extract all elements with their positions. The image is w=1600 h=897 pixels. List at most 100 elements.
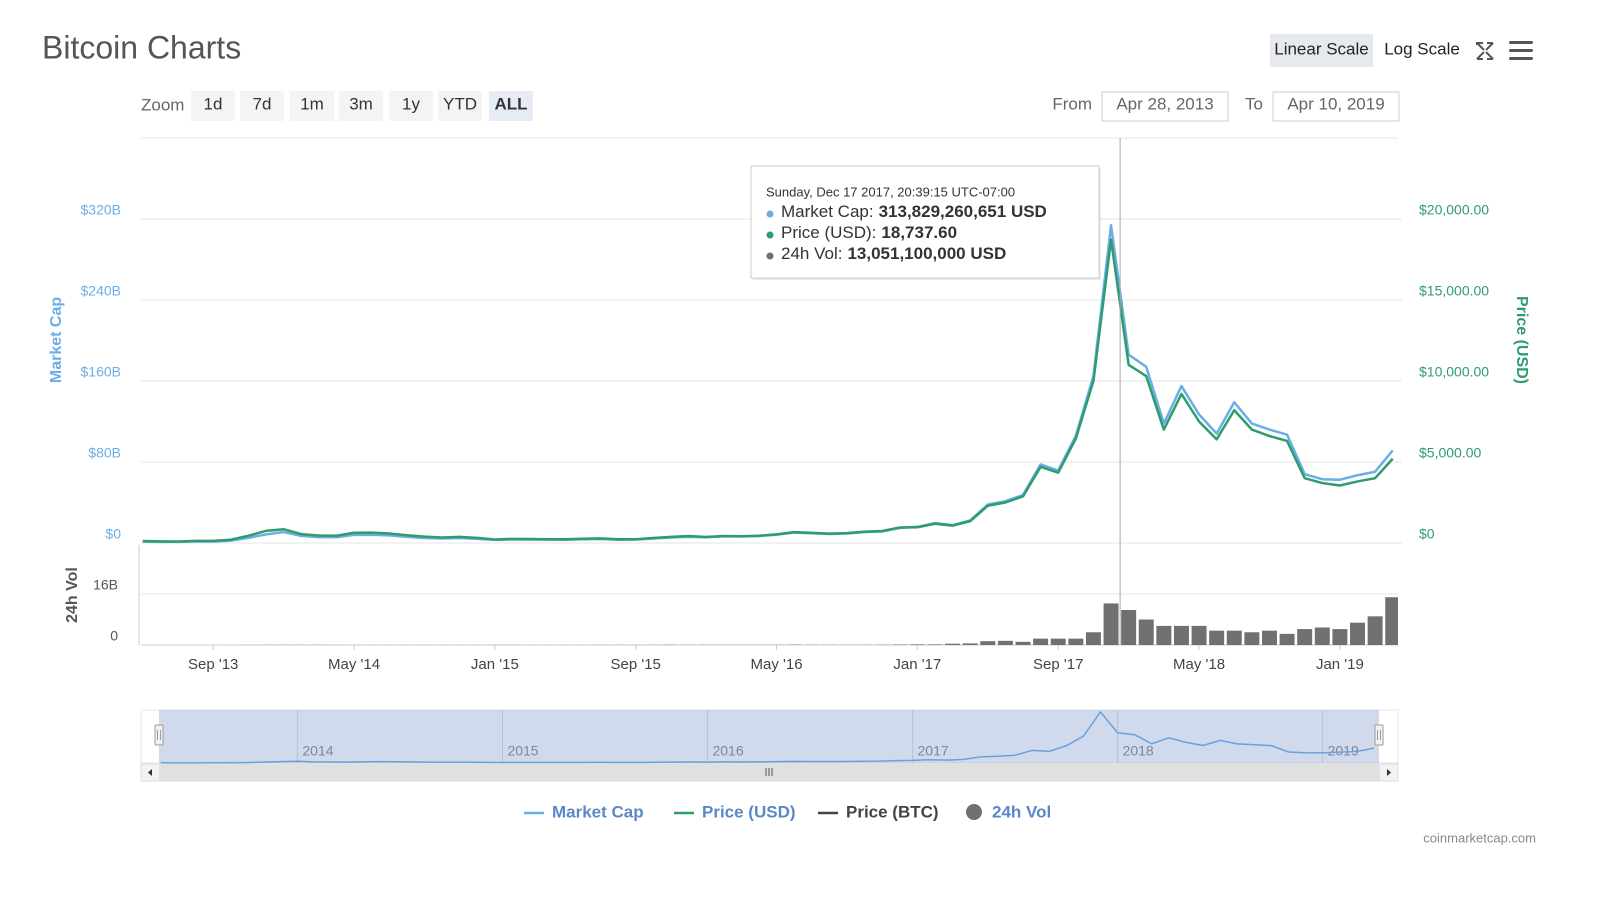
volume-bar xyxy=(1050,638,1066,645)
zoom-button-label: YTD xyxy=(443,94,477,113)
scale-button[interactable]: Linear Scale xyxy=(1274,39,1369,58)
volume-bar xyxy=(945,643,961,645)
tooltip-value: 18,737.60 xyxy=(881,223,957,242)
volume-bar xyxy=(1367,616,1383,645)
volume-bar xyxy=(1103,603,1119,645)
tooltip-bullet xyxy=(766,210,774,218)
navigator-line xyxy=(160,710,1375,764)
volume-bar xyxy=(1191,625,1207,645)
x-tick-label: May '14 xyxy=(328,656,380,673)
navigator-tick-label: 2018 xyxy=(1123,743,1154,759)
volume-bar xyxy=(1385,597,1398,645)
tooltip-label: Market Cap: xyxy=(781,202,874,221)
zoom-button[interactable] xyxy=(191,91,235,121)
to-value: Apr 10, 2019 xyxy=(1287,94,1384,113)
volume-bar xyxy=(927,644,943,645)
volume-bar xyxy=(1085,632,1101,645)
navigator-mask xyxy=(159,710,1379,763)
legend-label[interactable]: Price (USD) xyxy=(702,802,796,821)
navigator-handle[interactable] xyxy=(154,724,164,746)
volume-bar xyxy=(1297,629,1313,645)
scale-button[interactable]: Log Scale xyxy=(1384,39,1460,58)
volume-bar xyxy=(1173,625,1189,645)
y3-tick-label: 16B xyxy=(93,577,118,593)
volume-bar xyxy=(962,643,978,645)
volume-bar xyxy=(1279,633,1295,645)
navigator-tick-label: 2015 xyxy=(507,743,538,759)
x-tick-label: Sep '13 xyxy=(188,656,238,673)
zoom-button-label: 1y xyxy=(402,94,420,113)
navigator-tick-label: 2017 xyxy=(918,743,949,759)
zoom-button[interactable] xyxy=(339,91,383,121)
y-axis-title: Market Cap xyxy=(48,297,65,383)
scrollbar-grip xyxy=(765,768,773,776)
tooltip-bullet xyxy=(766,231,774,239)
tooltip-label: Price (USD): xyxy=(781,223,876,242)
navigator-handle-grip xyxy=(157,730,161,740)
to-input[interactable] xyxy=(1272,91,1400,122)
menu-icon[interactable] xyxy=(1509,41,1533,60)
legend-label[interactable]: Price (BTC) xyxy=(846,802,939,821)
volume-bar xyxy=(997,640,1013,645)
y3-tick-label: 0 xyxy=(110,628,118,644)
tooltip-date: Sunday, Dec 17 2017, 20:39:15 UTC-07:00 xyxy=(766,184,1015,199)
from-input[interactable] xyxy=(1101,91,1229,122)
scroll-left-arrow[interactable] xyxy=(148,769,152,776)
volume-bar xyxy=(1226,630,1242,645)
volume-bar xyxy=(1332,629,1348,645)
legend-label[interactable]: Market Cap xyxy=(552,802,644,821)
zoom-button-label: 3m xyxy=(349,94,373,113)
plot-area xyxy=(141,224,1398,645)
volume-bar xyxy=(1244,632,1260,645)
tooltip xyxy=(750,165,1100,279)
scroll-right-arrow[interactable] xyxy=(1387,769,1391,776)
volume-bar xyxy=(1033,638,1049,645)
from-label: From xyxy=(1052,94,1092,113)
zoom-button[interactable] xyxy=(389,91,433,121)
volume-bar xyxy=(1262,630,1277,645)
volume-bar xyxy=(1121,609,1137,645)
x-tick-label: Sep '15 xyxy=(610,656,660,673)
credit: coinmarketcap.com xyxy=(1423,830,1536,845)
navigator-bg xyxy=(140,709,1399,764)
to-label: To xyxy=(1245,94,1263,113)
tooltip-value: 13,051,100,000 USD xyxy=(847,244,1006,263)
y-tick-label: $0 xyxy=(105,526,121,542)
navigator-tick-label: 2019 xyxy=(1328,743,1359,759)
y2-axis-title: Price (USD) xyxy=(1513,296,1530,384)
zoom-button[interactable] xyxy=(489,91,533,121)
navigator-tick-label: 2014 xyxy=(302,743,333,759)
volume-bar xyxy=(1314,627,1330,645)
legend-label[interactable]: 24h Vol xyxy=(992,802,1051,821)
volume-bar xyxy=(980,641,996,645)
y2-tick-label: $0 xyxy=(1419,526,1435,542)
fullscreen-icon[interactable] xyxy=(1476,42,1494,60)
volume-bar xyxy=(1350,622,1365,645)
zoom-button-label: 1d xyxy=(204,94,223,113)
navigator-handle[interactable] xyxy=(1374,724,1384,746)
tooltip-bullet xyxy=(766,252,774,260)
scale-button-bg xyxy=(1270,34,1373,67)
zoom-label: Zoom xyxy=(141,95,184,114)
y-tick-label: $320B xyxy=(81,202,121,218)
navigator-tick-label: 2016 xyxy=(712,743,743,759)
zoom-button[interactable] xyxy=(438,91,482,121)
y2-tick-label: $15,000.00 xyxy=(1419,283,1489,299)
zoom-button[interactable] xyxy=(240,91,284,121)
zoom-button[interactable] xyxy=(290,91,334,121)
x-tick-label: Sep '17 xyxy=(1033,656,1083,673)
y3-axis-title: 24h Vol xyxy=(64,567,81,623)
x-tick-label: May '16 xyxy=(751,656,803,673)
volume-bar xyxy=(1138,619,1154,645)
navigator-handle-grip xyxy=(1377,730,1381,740)
x-tick-label: Jan '19 xyxy=(1316,656,1364,673)
zoom-button-label: 7d xyxy=(253,94,272,113)
x-tick-label: Jan '15 xyxy=(471,656,519,673)
tooltip-row: Market Cap: 313,829,260,651 USD xyxy=(781,202,1047,221)
y-tick-label: $240B xyxy=(81,283,121,299)
y2-tick-label: $10,000.00 xyxy=(1419,364,1489,380)
series-line xyxy=(142,238,1394,543)
x-tick-label: May '18 xyxy=(1173,656,1225,673)
